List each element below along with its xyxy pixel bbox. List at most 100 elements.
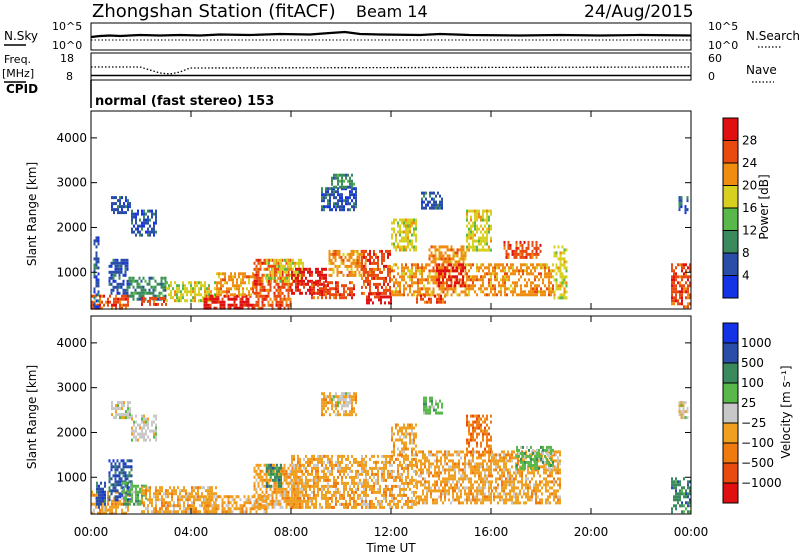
data-cell	[456, 275, 458, 279]
data-cell	[118, 474, 121, 478]
data-cell	[689, 284, 691, 288]
data-cell	[323, 208, 325, 212]
data-cell	[143, 218, 145, 222]
data-cell	[466, 293, 468, 297]
data-cell	[369, 285, 371, 289]
data-cell	[343, 496, 345, 500]
data-cell	[171, 495, 173, 499]
data-cell	[365, 469, 367, 473]
data-cell	[439, 399, 441, 403]
data-cell	[516, 269, 518, 273]
data-cell	[391, 429, 393, 433]
data-cell	[197, 492, 199, 496]
data-cell	[329, 290, 331, 294]
data-cell	[273, 487, 276, 491]
data-cell	[329, 196, 331, 200]
data-cell	[113, 196, 115, 200]
data-cell	[518, 272, 520, 276]
data-cell	[141, 489, 143, 493]
data-cell	[287, 481, 290, 485]
data-cell	[321, 392, 323, 396]
data-cell	[276, 264, 278, 268]
data-cell	[413, 272, 415, 276]
data-cell	[375, 285, 377, 289]
data-cell	[466, 275, 468, 279]
data-cell	[411, 269, 413, 273]
data-cell	[521, 246, 524, 250]
data-cell	[428, 300, 430, 304]
data-cell	[373, 270, 375, 274]
data-cell	[403, 245, 405, 249]
data-cell	[176, 299, 178, 303]
data-cell	[407, 227, 409, 231]
data-cell	[391, 293, 393, 297]
data-cell	[411, 239, 413, 243]
data-cell	[442, 275, 444, 279]
data-cell	[439, 203, 441, 207]
data-cell	[297, 475, 300, 479]
data-cell	[116, 465, 119, 469]
data-cell	[208, 293, 210, 297]
data-cell	[383, 493, 385, 497]
data-cell	[411, 218, 413, 222]
data-cell	[367, 279, 369, 283]
data-cell	[239, 504, 242, 508]
data-cell	[367, 273, 369, 277]
data-cell	[327, 484, 329, 488]
data-cell	[365, 493, 367, 497]
data-cell	[438, 278, 440, 282]
data-cell	[113, 202, 115, 206]
data-cell	[425, 287, 427, 291]
data-cell	[371, 490, 373, 494]
data-cell	[301, 481, 303, 485]
data-cell	[379, 505, 381, 509]
data-cell	[273, 294, 276, 298]
data-cell	[490, 284, 492, 288]
data-cell	[397, 502, 399, 506]
colorbar-tick-label: 8	[742, 246, 750, 260]
data-cell	[118, 465, 121, 469]
data-cell	[193, 498, 195, 502]
data-cell	[261, 273, 264, 277]
data-cell	[393, 275, 395, 279]
data-cell	[536, 284, 538, 288]
data-cell	[125, 416, 127, 420]
data-cell	[462, 254, 465, 258]
data-cell	[393, 227, 395, 231]
data-cell	[191, 501, 193, 505]
data-cell	[340, 261, 343, 265]
data-cell	[405, 499, 407, 503]
data-cell	[155, 438, 157, 442]
data-cell	[395, 218, 397, 222]
data-cell	[261, 297, 264, 301]
data-cell	[671, 278, 673, 282]
data-cell	[354, 249, 357, 253]
data-cell	[432, 293, 435, 297]
data-cell	[415, 457, 417, 461]
data-cell	[446, 284, 448, 288]
data-cell	[440, 290, 443, 294]
data-cell	[155, 209, 157, 213]
data-cell	[174, 299, 176, 303]
data-cell	[375, 472, 377, 476]
data-cell	[145, 438, 147, 442]
data-cell	[550, 293, 552, 297]
data-cell	[678, 208, 681, 212]
data-cell	[120, 459, 123, 463]
data-cell	[323, 475, 325, 479]
data-cell	[363, 252, 365, 256]
data-cell	[205, 507, 207, 511]
data-cell	[325, 290, 327, 294]
data-cell	[494, 287, 496, 291]
data-cell	[323, 290, 325, 294]
data-cell	[383, 496, 385, 500]
data-cell	[349, 179, 351, 183]
data-cell	[321, 457, 323, 461]
data-cell	[147, 510, 149, 514]
data-cell	[472, 233, 474, 237]
data-cell	[681, 263, 683, 267]
data-cell	[137, 490, 139, 494]
data-cell	[93, 290, 96, 294]
data-cell	[468, 284, 470, 288]
